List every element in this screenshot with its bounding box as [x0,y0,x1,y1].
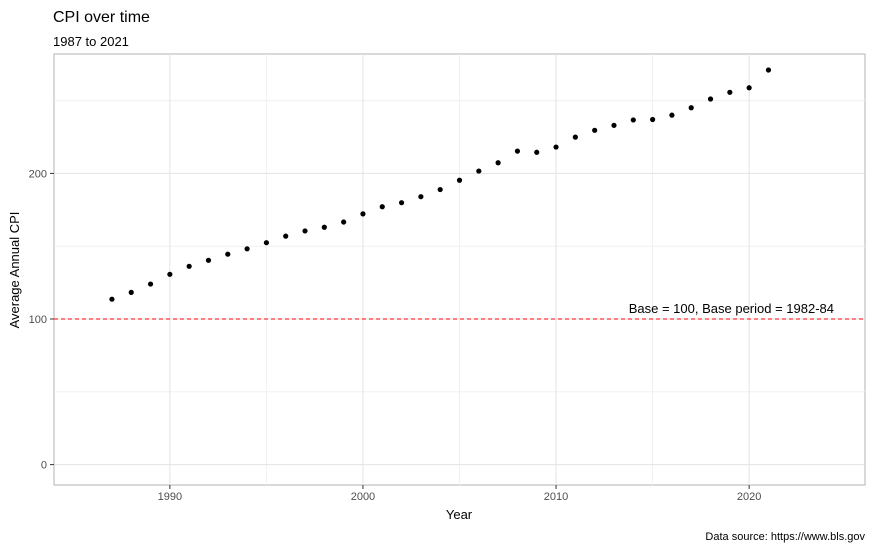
x-tick-label: 2020 [737,491,761,503]
data-point [379,204,385,210]
data-point [360,211,366,217]
data-point [321,224,327,230]
data-point [476,168,482,174]
data-point [109,296,115,302]
reference-line-label: Base = 100, Base period = 1982-84 [629,301,834,316]
x-tick-label: 2010 [544,491,568,503]
data-point [147,281,154,287]
data-point [707,96,714,102]
data-point [128,289,134,295]
data-point [283,233,289,239]
x-tick-label: 1990 [158,491,182,503]
data-point [167,271,173,277]
data-point [514,148,521,154]
y-axis-ticks: 0 100 200 [29,168,54,472]
chart-subtitle: 1987 to 2021 [53,34,129,49]
data-point [688,105,694,111]
y-tick-label: 0 [41,460,47,472]
x-tick-label: 2000 [351,491,375,503]
data-point [765,67,772,73]
gridlines [54,54,865,485]
data-point [746,85,752,91]
data-point [186,263,192,269]
data-source-caption: Data source: https://www.bls.gov [705,531,865,543]
chart-title: CPI over time [53,9,150,26]
data-point [418,194,424,200]
data-point [398,200,405,206]
data-point [727,89,733,95]
y-tick-label: 200 [29,168,47,180]
data-point [341,219,347,225]
data-point [302,228,308,234]
x-axis-title: Year [446,507,473,522]
data-point [456,177,463,183]
data-point [225,251,231,257]
data-point [495,160,501,166]
data-point [669,112,675,118]
data-point [244,246,250,252]
data-point [611,122,617,128]
x-axis-ticks: 1990 2000 2010 2020 [158,485,761,503]
data-point [534,149,540,155]
data-point [649,116,656,123]
data-point [553,144,559,150]
data-points [109,67,772,302]
y-tick-label: 100 [29,314,47,326]
y-axis-title: Average Annual CPI [7,212,22,329]
data-point [572,134,578,140]
data-point [630,117,636,123]
data-point [263,240,270,246]
data-point [205,257,212,263]
data-point [437,186,443,193]
data-point [592,127,598,133]
